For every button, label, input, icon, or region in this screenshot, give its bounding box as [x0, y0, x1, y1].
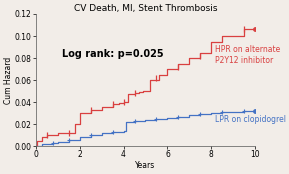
- Text: Log rank: p=0.025: Log rank: p=0.025: [62, 49, 164, 59]
- Y-axis label: Cum Hazard: Cum Hazard: [4, 57, 13, 104]
- Title: CV Death, MI, Stent Thrombosis: CV Death, MI, Stent Thrombosis: [74, 4, 217, 13]
- Text: HPR on alternate
P2Y12 inhibitor: HPR on alternate P2Y12 inhibitor: [215, 45, 280, 65]
- X-axis label: Years: Years: [135, 161, 155, 170]
- Text: LPR on clopidogrel: LPR on clopidogrel: [215, 115, 286, 124]
